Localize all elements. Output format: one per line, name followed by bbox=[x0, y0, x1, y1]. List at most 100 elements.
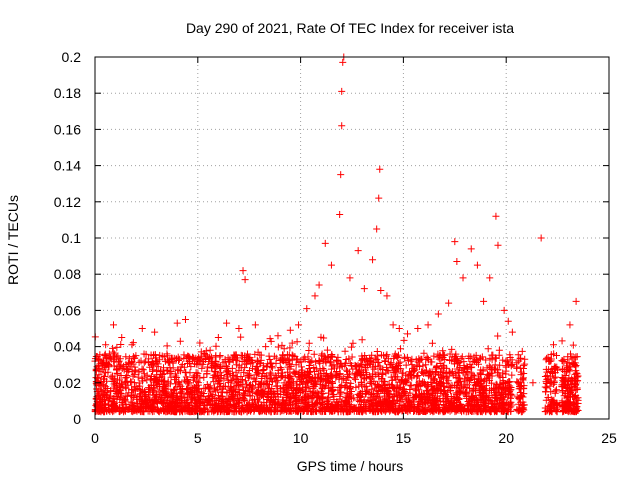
data-point bbox=[546, 382, 554, 390]
data-point bbox=[369, 256, 377, 264]
data-point bbox=[375, 398, 383, 406]
data-point bbox=[415, 377, 423, 385]
data-point bbox=[293, 386, 301, 394]
data-point bbox=[185, 408, 193, 416]
data-point bbox=[105, 394, 113, 402]
data-point bbox=[563, 384, 571, 392]
data-point bbox=[297, 357, 305, 365]
data-point bbox=[177, 393, 185, 401]
data-point bbox=[381, 381, 389, 389]
data-point bbox=[193, 377, 201, 385]
data-point bbox=[134, 373, 142, 381]
data-point bbox=[413, 362, 421, 370]
data-point bbox=[241, 377, 249, 385]
data-point bbox=[341, 396, 349, 404]
data-point bbox=[300, 396, 308, 404]
data-point bbox=[464, 405, 472, 413]
data-point bbox=[391, 373, 399, 381]
data-point bbox=[178, 361, 186, 369]
data-point bbox=[307, 408, 315, 416]
data-point bbox=[192, 369, 200, 377]
data-point bbox=[558, 365, 566, 373]
data-point bbox=[492, 212, 500, 220]
data-point bbox=[260, 366, 268, 374]
y-tick-label: 0.16 bbox=[54, 121, 81, 137]
data-point bbox=[375, 373, 383, 381]
data-point bbox=[322, 359, 330, 367]
data-point bbox=[191, 360, 199, 368]
data-point bbox=[381, 357, 389, 365]
data-point bbox=[394, 351, 402, 359]
data-point bbox=[251, 400, 259, 408]
data-point bbox=[455, 377, 463, 385]
data-point bbox=[427, 358, 435, 366]
data-point bbox=[266, 355, 274, 363]
data-point bbox=[547, 388, 555, 396]
data-point bbox=[448, 345, 456, 353]
data-point bbox=[484, 345, 492, 353]
data-point bbox=[352, 375, 360, 383]
data-point bbox=[167, 354, 175, 362]
data-point bbox=[354, 390, 362, 398]
data-point bbox=[114, 376, 122, 384]
data-point bbox=[134, 384, 142, 392]
data-point bbox=[109, 348, 117, 356]
data-point bbox=[320, 334, 328, 342]
data-point bbox=[130, 370, 138, 378]
data-point bbox=[320, 352, 328, 360]
data-point bbox=[265, 407, 273, 415]
data-point bbox=[438, 364, 446, 372]
data-point bbox=[289, 352, 297, 360]
data-point bbox=[311, 292, 319, 300]
data-point bbox=[305, 339, 313, 347]
data-point bbox=[480, 395, 488, 403]
data-point bbox=[537, 234, 545, 242]
data-point bbox=[393, 381, 401, 389]
data-point bbox=[280, 345, 288, 353]
data-point bbox=[572, 297, 580, 305]
data-point bbox=[100, 375, 108, 383]
data-point bbox=[470, 395, 478, 403]
x-tick-label: 25 bbox=[601, 430, 617, 446]
data-point bbox=[305, 384, 313, 392]
data-point bbox=[259, 385, 267, 393]
data-point bbox=[392, 390, 400, 398]
data-point bbox=[176, 399, 184, 407]
data-point bbox=[204, 363, 212, 371]
data-point bbox=[233, 400, 241, 408]
data-point bbox=[517, 355, 525, 363]
data-point bbox=[519, 405, 527, 413]
data-point bbox=[316, 366, 324, 374]
data-point bbox=[148, 404, 156, 412]
data-point bbox=[551, 373, 559, 381]
y-tick-label: 0.12 bbox=[54, 194, 81, 210]
data-point bbox=[190, 372, 198, 380]
data-point bbox=[305, 364, 313, 372]
data-point bbox=[214, 334, 222, 342]
data-point bbox=[328, 388, 336, 396]
data-point bbox=[481, 402, 489, 410]
data-point bbox=[184, 352, 192, 360]
data-point bbox=[347, 343, 355, 351]
data-point bbox=[553, 400, 561, 408]
data-point bbox=[117, 340, 125, 348]
data-point bbox=[105, 361, 113, 369]
data-point bbox=[550, 374, 558, 382]
data-point bbox=[433, 362, 441, 370]
data-point bbox=[417, 394, 425, 402]
data-point bbox=[570, 353, 578, 361]
data-point bbox=[278, 356, 286, 364]
y-tick-label: 0.14 bbox=[54, 158, 81, 174]
data-point bbox=[95, 364, 103, 372]
data-point bbox=[172, 403, 180, 411]
data-point bbox=[424, 393, 432, 401]
data-point bbox=[279, 372, 287, 380]
data-point bbox=[473, 356, 481, 364]
data-point bbox=[414, 325, 422, 332]
data-point bbox=[235, 325, 243, 332]
data-point bbox=[470, 386, 478, 394]
data-point bbox=[465, 355, 473, 363]
data-point bbox=[262, 343, 270, 351]
data-point bbox=[196, 359, 204, 367]
data-point bbox=[408, 361, 416, 369]
